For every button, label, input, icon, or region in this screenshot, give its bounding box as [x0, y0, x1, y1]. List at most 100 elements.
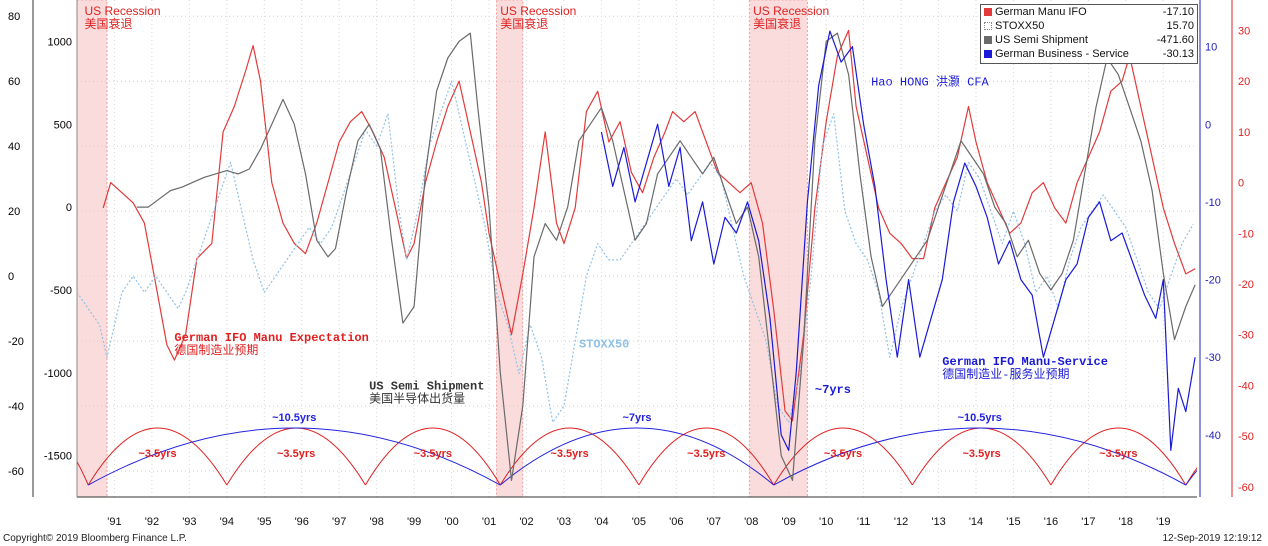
x-tick-label: '17: [1081, 516, 1095, 528]
x-tick-label: '01: [482, 516, 496, 528]
legend-swatch: [984, 50, 992, 58]
series-lines: [77, 29, 1196, 481]
annotation-label: ~7yrs: [815, 383, 851, 397]
x-tick-label: '02: [519, 516, 533, 528]
x-tick-label: '94: [220, 516, 234, 528]
x-tick-label: '08: [744, 516, 758, 528]
legend-value: 15.70: [1166, 20, 1194, 32]
cycle-label-long: ~10.5yrs: [272, 412, 316, 424]
cycle-arc-long: [499, 427, 775, 486]
legend-value: -17.10: [1162, 6, 1194, 18]
cycle-arc-3-5yrs: [1185, 467, 1197, 486]
recession-label-cn: 美国衰退: [753, 16, 801, 31]
y-tick-label-left-outer: -20: [8, 336, 24, 348]
legend-swatch: [984, 36, 992, 44]
recession-label-cn: 美国衰退: [500, 16, 548, 31]
y-tick-label-right-outer: -30: [1238, 330, 1254, 342]
y-tick-label-left-outer: 40: [8, 141, 20, 153]
x-tick-label: '98: [369, 516, 383, 528]
legend-entry-business-service: German Business - Service -30.13: [981, 47, 1197, 61]
x-tick-label: '12: [894, 516, 908, 528]
recession-band-3: [748, 0, 808, 498]
copyright-text: Copyright© 2019 Bloomberg Finance L.P.: [3, 533, 187, 544]
y-tick-label-left-outer: 80: [8, 11, 20, 23]
x-tick-label: '99: [407, 516, 421, 528]
annotation-label: German IFO Manu Expectation: [174, 331, 368, 345]
y-tick-label-right-inner: -30: [1205, 352, 1221, 364]
x-tick-label: '15: [1006, 516, 1020, 528]
y-tick-label-right-outer: -40: [1238, 380, 1254, 392]
y-tick-label-left-outer: -60: [8, 466, 24, 478]
cycle-label-long: ~10.5yrs: [958, 412, 1002, 424]
y-tick-label-left-inner: -1000: [44, 368, 72, 380]
x-tick-label: '07: [707, 516, 721, 528]
y-tick-label-right-outer: 0: [1238, 178, 1244, 190]
x-tick-label: '14: [969, 516, 983, 528]
y-tick-label-left-inner: 1000: [48, 36, 72, 48]
x-tick-label: '04: [594, 516, 608, 528]
series-line-german-manu-ifo: [102, 29, 1196, 422]
recession-label: US Recession: [84, 4, 160, 18]
annotation-label-cn: 美国半导体出货量: [369, 390, 465, 406]
cycle-arc-3-5yrs: [499, 427, 640, 486]
y-tick-label-right-inner: -40: [1205, 430, 1221, 442]
annotation-label: German IFO Manu-Service: [942, 355, 1108, 369]
x-tick-label: '10: [819, 516, 833, 528]
y-tick-label-left-inner: 0: [66, 202, 72, 214]
legend-value: -471.60: [1156, 34, 1194, 46]
cycle-arc-3-5yrs: [638, 427, 775, 486]
cycle-label-3-5yrs: ~3.5yrs: [962, 448, 1000, 460]
legend-value: -30.13: [1162, 48, 1194, 60]
legend-label: German Business - Service: [995, 48, 1129, 60]
y-tick-label-left-outer: 20: [8, 206, 20, 218]
cycle-arc-3-5yrs: [773, 427, 913, 486]
cycle-label-3-5yrs: ~3.5yrs: [550, 448, 588, 460]
cycle-label-3-5yrs: ~3.5yrs: [1099, 448, 1137, 460]
y-tick-label-right-inner: -20: [1205, 275, 1221, 287]
y-tick-label-right-inner: 10: [1205, 42, 1217, 54]
x-tick-label: '05: [632, 516, 646, 528]
cycle-arc-long: [1185, 469, 1197, 486]
recession-band-2: [496, 0, 524, 498]
x-tick-label: '95: [257, 516, 271, 528]
cycle-arc-long: [87, 427, 501, 486]
y-tick-label-left-inner: -1500: [44, 451, 72, 463]
cycle-label-3-5yrs: ~3.5yrs: [687, 448, 725, 460]
legend-swatch: [984, 8, 992, 16]
legend-label: STOXX50: [995, 20, 1045, 32]
x-tick-label: '03: [557, 516, 571, 528]
recession-label: US Recession: [500, 4, 576, 18]
cycle-arcs: [77, 427, 1197, 486]
x-tick-label: '19: [1156, 516, 1170, 528]
cycle-label-long: ~7yrs: [622, 412, 651, 424]
recession-band-1: [76, 0, 108, 498]
y-tick-label-left-outer: 60: [8, 76, 20, 88]
legend-entry-stoxx50: STOXX50 15.70: [981, 19, 1197, 33]
x-tick-label: '92: [145, 516, 159, 528]
annotation-label: STOXX50: [579, 338, 629, 352]
cycle-arc-long: [773, 427, 1187, 486]
y-tick-label-left-outer: -40: [8, 401, 24, 413]
annotation-label: US Semi Shipment: [369, 379, 484, 393]
y-tick-label-right-outer: 20: [1238, 76, 1250, 88]
x-tick-label: '96: [295, 516, 309, 528]
cycle-arc-3-5yrs: [364, 427, 501, 486]
annotation-label-cn: 德国制造业预期: [174, 342, 258, 358]
y-tick-label-right-outer: 30: [1238, 25, 1250, 37]
series-line-german-business-service: [600, 30, 1196, 451]
cycle-arc-3-5yrs: [87, 427, 228, 486]
cycle-label-3-5yrs: ~3.5yrs: [414, 448, 452, 460]
series-line-stoxx50: [77, 80, 1194, 423]
legend-entry-semi-shipment: US Semi Shipment -471.60: [981, 33, 1197, 47]
y-tick-label-right-inner: -10: [1205, 197, 1221, 209]
annotation-label: Hao HONG 洪灏 CFA: [871, 73, 989, 89]
series-line-us-semi-shipment: [136, 32, 1196, 481]
y-tick-label-left-inner: -500: [50, 285, 72, 297]
cycle-label-3-5yrs: ~3.5yrs: [138, 448, 176, 460]
x-tick-label: '11: [857, 516, 871, 528]
annotation-label-cn: 德国制造业-服务业预期: [942, 366, 1069, 382]
y-tick-label-right-outer: -60: [1238, 482, 1254, 494]
x-tick-label: '13: [931, 516, 945, 528]
x-tick-label: '97: [332, 516, 346, 528]
